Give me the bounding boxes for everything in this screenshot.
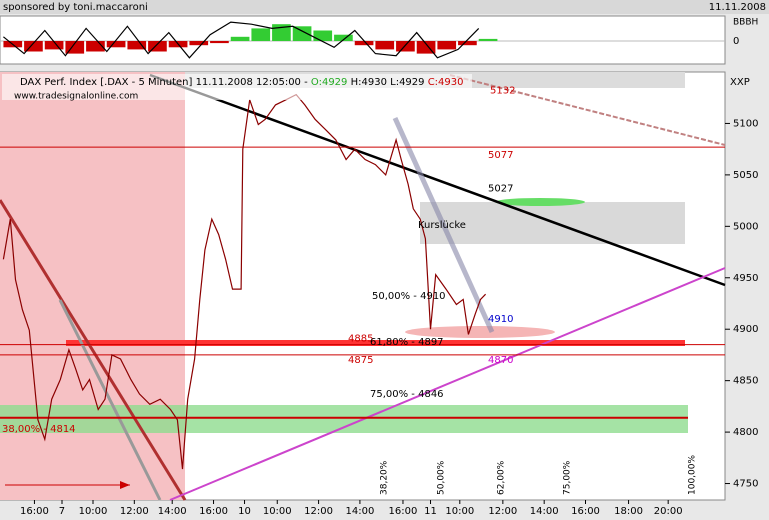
indicator-scale: BBBH — [733, 18, 758, 28]
fib-vertical: 38,20% — [380, 460, 390, 495]
x-tick-label: 14:00 — [346, 506, 375, 517]
indicator-bar — [251, 28, 271, 41]
trend-line — [392, 116, 495, 334]
x-tick-label: 12:00 — [488, 506, 517, 517]
website: www.tradesignalonline.com — [14, 92, 138, 102]
y-tick-label: 4750 — [733, 479, 758, 490]
indicator-tick-label: 0 — [733, 36, 739, 47]
price-label: 4870 — [488, 355, 513, 366]
indicator-line — [3, 21, 480, 59]
x-tick-label: 12:00 — [120, 506, 149, 517]
support-zone — [0, 405, 688, 433]
price-label: 4910 — [488, 314, 513, 325]
x-tick-label: 14:00 — [530, 506, 559, 517]
indicator-bar — [458, 41, 477, 46]
x-tick-label: 16:00 — [389, 506, 418, 517]
fib-vertical: 62,00% — [497, 460, 507, 495]
x-tick-label: 14:00 — [158, 506, 187, 517]
shaded-zone — [0, 72, 185, 500]
y-tick-label: 4900 — [733, 324, 758, 335]
header-text: DAX Perf. Index [.DAX - 5 Minuten] 11.11… — [20, 77, 308, 88]
header-bg — [2, 74, 472, 100]
y-tick-label: 4950 — [733, 273, 758, 284]
trend-line — [58, 299, 162, 501]
fib-label: 50,00% - 4910 — [372, 291, 446, 302]
indicator-bar — [334, 34, 353, 41]
x-tick-label: 16:00 — [20, 506, 49, 517]
indicator-bar — [292, 26, 312, 41]
sponsor: sponsored by toni.maccaroni — [3, 2, 148, 13]
indicator-bar — [396, 41, 415, 52]
y-tick-label: 5050 — [733, 170, 758, 181]
gap-label: Kurslücke — [418, 220, 466, 231]
x-tick-label: 18:00 — [614, 506, 643, 517]
y-tick-label: 5000 — [733, 221, 758, 232]
fib-vertical: 75,00% — [563, 460, 573, 495]
trend-line — [449, 74, 726, 146]
y-tick-label: 5100 — [733, 118, 758, 129]
top-bar — [0, 0, 769, 14]
y-tick-label: 4850 — [733, 376, 758, 387]
x-tick-label: 12:00 — [304, 506, 333, 517]
x-tick-label: 20:00 — [654, 506, 683, 517]
x-tick-label: 16:00 — [199, 506, 228, 517]
price-line — [2, 93, 487, 470]
indicator-bar — [86, 41, 105, 52]
target-ellipse — [405, 326, 555, 338]
price-label: 5132 — [490, 86, 515, 97]
x-tick-label: 10:00 — [263, 506, 292, 517]
indicator-bar — [44, 41, 64, 50]
trend-line — [149, 73, 726, 287]
indicator-bar — [148, 41, 167, 52]
indicator-bar — [313, 30, 333, 41]
trend-line — [0, 199, 187, 501]
indicator-bar — [375, 41, 395, 50]
x-tick-label: 7 — [59, 506, 65, 517]
arrow-head — [120, 481, 130, 489]
indicator-bar — [127, 41, 147, 50]
x-tick-label: 11 — [424, 506, 437, 517]
header-instrument: DAX Perf. Index [.DAX - 5 Minuten] 11.11… — [20, 77, 464, 88]
price-label: 5027 — [488, 184, 513, 195]
fib-label: 61,80% - 4897 — [370, 337, 444, 348]
indicator-bar — [106, 41, 126, 48]
level-label: 4875 — [348, 355, 373, 366]
axis-name: XXP — [730, 77, 750, 88]
x-tick-label: 16:00 — [571, 506, 600, 517]
header-close: C:4930 — [428, 77, 464, 88]
x-tick-label: 10:00 — [79, 506, 108, 517]
fib-vertical: 100,00% — [688, 455, 698, 495]
indicator-bar — [210, 41, 229, 44]
level-label: 4885 — [348, 334, 373, 345]
header-high: H:4930 — [351, 77, 387, 88]
indicator-bar — [230, 36, 250, 41]
x-tick-label: 10 — [238, 506, 251, 517]
indicator-bar — [478, 38, 498, 41]
header-open: O:4929 — [311, 77, 348, 88]
indicator-bar — [437, 41, 457, 50]
resistance-band — [66, 340, 685, 346]
indicator-bar — [354, 41, 374, 46]
x-tick-label: 10:00 — [445, 506, 474, 517]
indicator-bar — [189, 41, 209, 46]
trend-line — [169, 267, 726, 501]
fib-label: 75,00% - 4846 — [370, 389, 444, 400]
level-label: 5077 — [488, 150, 513, 161]
y-tick-label: 4800 — [733, 427, 758, 438]
header-low: L:4929 — [390, 77, 424, 88]
fib-vertical: 50,00% — [437, 460, 447, 495]
fib-label: 38,00% - 4814 — [2, 424, 76, 435]
target-ellipse — [495, 198, 585, 206]
date: 11.11.2008 — [709, 2, 766, 13]
indicator-bar — [24, 41, 43, 52]
